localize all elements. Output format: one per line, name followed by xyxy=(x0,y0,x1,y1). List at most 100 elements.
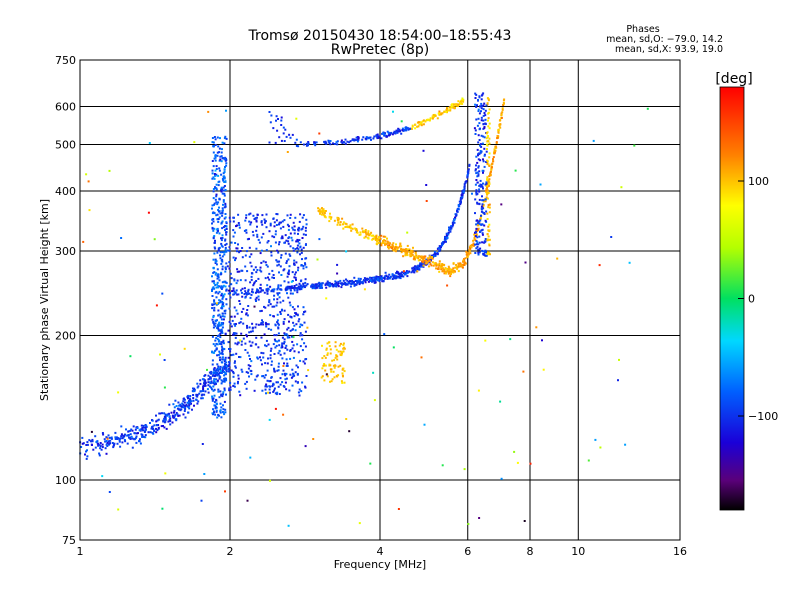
data-point xyxy=(215,173,218,176)
data-point xyxy=(479,143,482,146)
data-point xyxy=(271,289,273,292)
data-point xyxy=(302,214,305,217)
data-point xyxy=(97,442,100,445)
data-point xyxy=(220,393,223,396)
data-point xyxy=(441,263,444,266)
data-point xyxy=(228,216,231,219)
data-point xyxy=(412,266,415,269)
data-point xyxy=(243,287,246,290)
data-point xyxy=(221,315,224,318)
data-point xyxy=(321,375,324,378)
data-point xyxy=(598,264,601,267)
data-point xyxy=(397,271,400,274)
data-point xyxy=(99,442,102,444)
data-point xyxy=(121,437,124,440)
data-point xyxy=(299,286,302,289)
data-point xyxy=(182,397,185,400)
data-point xyxy=(260,309,263,312)
data-point xyxy=(488,137,491,140)
data-point xyxy=(214,325,217,328)
data-point xyxy=(212,314,215,317)
data-point xyxy=(498,119,501,122)
data-point xyxy=(500,113,503,116)
data-point xyxy=(228,363,231,366)
data-point xyxy=(180,405,183,408)
data-point xyxy=(477,158,480,161)
data-point xyxy=(224,266,227,269)
data-point xyxy=(214,284,217,286)
data-point xyxy=(400,247,403,250)
data-point xyxy=(446,268,449,270)
data-point xyxy=(250,253,253,256)
data-point xyxy=(259,356,261,359)
data-point xyxy=(263,376,266,379)
data-point xyxy=(433,262,436,265)
data-point xyxy=(326,280,329,283)
data-point xyxy=(394,274,397,277)
data-point xyxy=(481,203,484,206)
data-point xyxy=(104,440,107,443)
data-point xyxy=(304,257,307,260)
data-point xyxy=(337,365,340,368)
data-point xyxy=(176,413,179,416)
data-point xyxy=(363,288,366,291)
data-point xyxy=(445,108,448,111)
data-point xyxy=(302,306,305,309)
data-point xyxy=(456,265,459,268)
data-point xyxy=(484,114,487,117)
data-point xyxy=(452,271,455,274)
data-point xyxy=(221,214,224,217)
data-point xyxy=(217,340,220,343)
data-point xyxy=(327,281,329,284)
data-point xyxy=(466,253,469,256)
data-point xyxy=(291,271,294,274)
data-point xyxy=(408,251,411,254)
data-point xyxy=(229,388,232,391)
data-point xyxy=(216,281,219,284)
data-point xyxy=(416,256,419,259)
data-point xyxy=(457,270,460,273)
data-point xyxy=(375,237,377,240)
data-point xyxy=(286,334,289,337)
data-point xyxy=(225,298,228,301)
data-point xyxy=(483,127,486,129)
data-point xyxy=(339,354,342,356)
data-point xyxy=(244,290,247,293)
data-point xyxy=(278,222,281,225)
data-point xyxy=(203,393,206,396)
data-point xyxy=(249,281,252,284)
data-point xyxy=(447,231,450,234)
data-point xyxy=(444,237,446,240)
data-point xyxy=(233,279,236,282)
data-point xyxy=(351,282,354,285)
data-point xyxy=(215,193,218,196)
data-point xyxy=(199,379,202,382)
data-point xyxy=(294,141,297,144)
data-point xyxy=(476,175,479,178)
data-point xyxy=(85,444,88,446)
data-point xyxy=(278,296,281,299)
data-point xyxy=(341,374,344,377)
data-point xyxy=(438,264,441,267)
data-point xyxy=(458,200,461,203)
data-point xyxy=(293,276,296,279)
data-point xyxy=(223,177,226,180)
data-point xyxy=(273,338,276,341)
data-point xyxy=(486,176,489,179)
data-point xyxy=(402,250,405,252)
data-point xyxy=(345,250,348,253)
data-point xyxy=(314,144,317,147)
data-point xyxy=(193,404,195,407)
data-point xyxy=(479,183,482,186)
data-point xyxy=(211,141,214,144)
data-point xyxy=(245,313,248,316)
data-point xyxy=(465,250,468,253)
data-point xyxy=(277,327,280,330)
data-point xyxy=(217,174,220,177)
data-point xyxy=(251,327,254,330)
data-point xyxy=(255,296,258,299)
data-point xyxy=(192,394,195,396)
data-point xyxy=(370,276,373,279)
data-point xyxy=(276,249,279,252)
data-point xyxy=(282,320,285,323)
